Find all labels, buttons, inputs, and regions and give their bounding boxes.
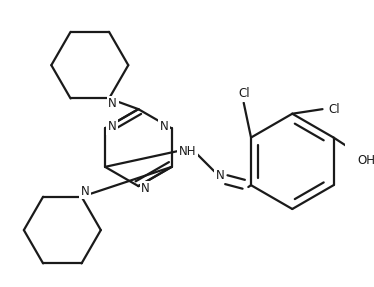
Text: N: N	[108, 120, 117, 133]
Text: N: N	[141, 182, 150, 195]
Text: N: N	[81, 185, 90, 198]
Text: NH: NH	[179, 145, 197, 158]
Text: Cl: Cl	[329, 103, 340, 116]
Text: Cl: Cl	[238, 87, 249, 100]
Text: OH: OH	[358, 154, 374, 167]
Text: N: N	[215, 168, 224, 182]
Text: N: N	[108, 98, 117, 110]
Text: N: N	[160, 120, 169, 133]
